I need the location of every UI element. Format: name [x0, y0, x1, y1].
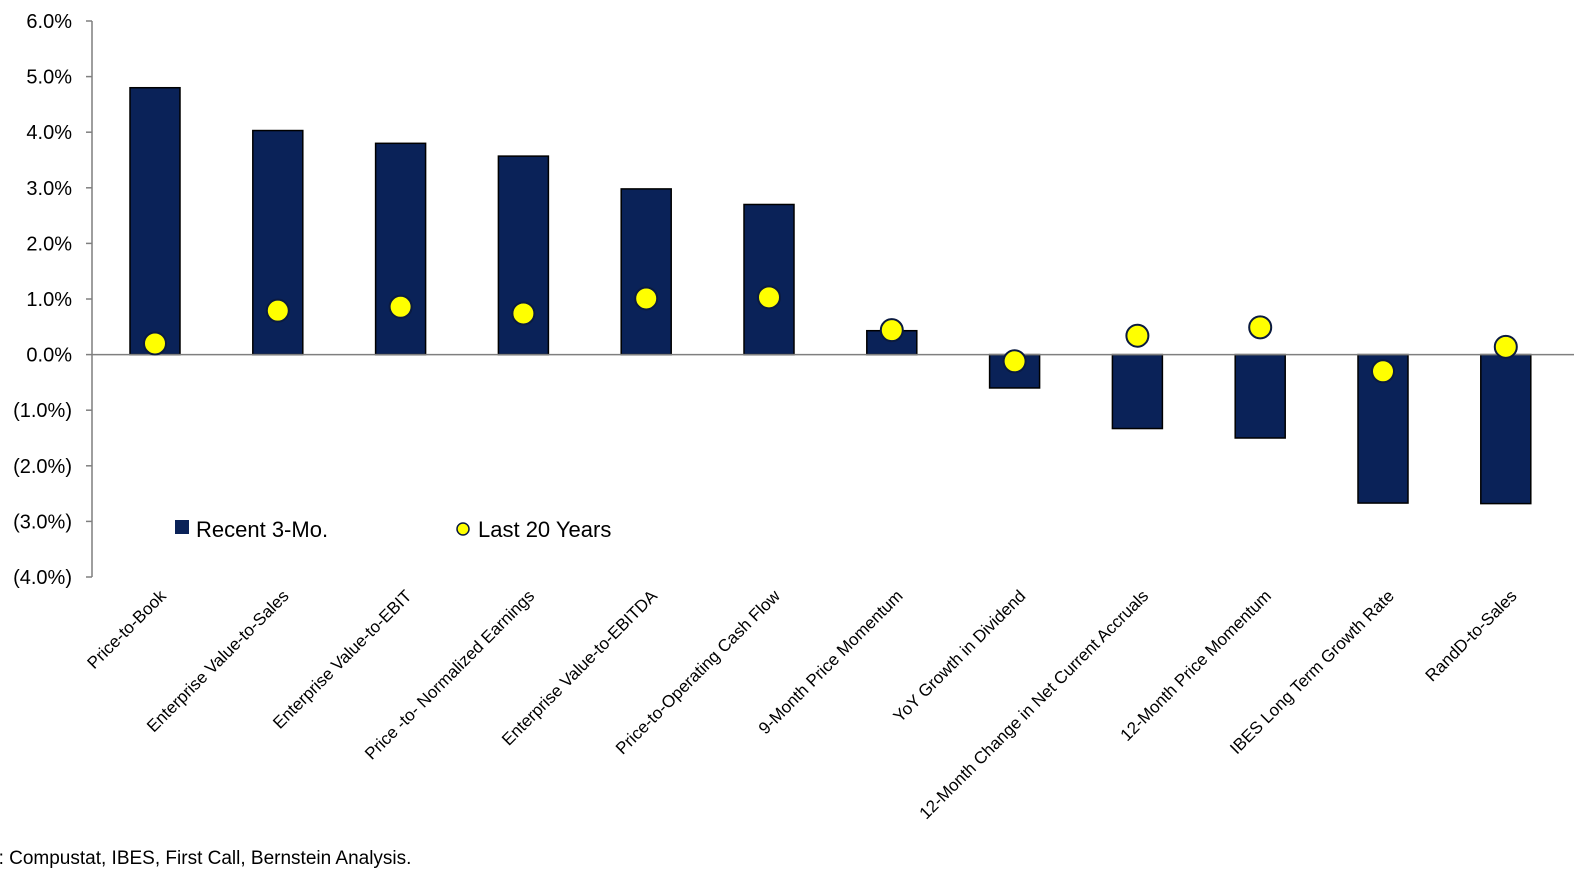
marker-point: [757, 285, 781, 310]
x-category-label: Enterprise Value-to-Sales: [143, 586, 293, 736]
bar: [1111, 353, 1164, 430]
source-note: e: Compustat, IBES, First Call, Bernstei…: [0, 848, 412, 869]
legend-swatch-recent: [175, 520, 189, 534]
marker-series: [143, 285, 1518, 384]
marker-point: [511, 301, 536, 326]
x-category-label: Price-to-Book: [84, 586, 171, 673]
y-tick-label: 2.0%: [26, 233, 72, 255]
y-tick-label: 1.0%: [26, 289, 72, 311]
marker-point: [1002, 349, 1027, 374]
y-tick-label: (3.0%): [13, 511, 72, 533]
y-tick-label: 6.0%: [26, 11, 72, 33]
x-category-label: 12-Month Change in Net Current Accruals: [916, 586, 1153, 823]
marker-point: [1125, 323, 1150, 348]
bar: [129, 86, 181, 356]
marker-point: [634, 286, 659, 311]
marker-point: [1371, 359, 1395, 384]
y-axis: 6.0% 5.0% 4.0% 3.0% 2.0% 1.0% 0.0% (1.0%) (2.0%)…: [13, 11, 93, 589]
marker-point: [879, 318, 904, 343]
bar: [620, 188, 672, 356]
legend-label-last20: Last 20 Years: [478, 517, 611, 542]
y-tick-label: (4.0%): [13, 567, 72, 589]
legend-swatch-last20: [456, 522, 470, 536]
marker-point: [1248, 315, 1273, 340]
y-tick-label: (2.0%): [13, 456, 72, 478]
marker-point: [143, 331, 167, 356]
x-category-label: 9-Month Price Momentum: [755, 586, 907, 738]
marker-point: [265, 298, 290, 323]
bar: [1480, 353, 1532, 505]
bar: [374, 142, 427, 356]
bar-series: [129, 86, 1532, 505]
y-tick-label: 4.0%: [26, 122, 72, 144]
x-category-label: Enterprise Value-to-EBIT: [269, 586, 415, 732]
x-category-label: RandD-to-Sales: [1422, 586, 1521, 685]
marker-point: [388, 294, 413, 319]
marker-point: [1493, 334, 1518, 359]
y-tick-label: (1.0%): [13, 400, 72, 422]
legend-label-recent: Recent 3-Mo.: [196, 517, 328, 542]
bar: [1234, 353, 1286, 439]
bar: [743, 203, 795, 356]
y-tick-label: 5.0%: [26, 67, 72, 89]
x-category-label: YoY Growth in Dividend: [890, 586, 1030, 726]
y-tick-label: 3.0%: [26, 178, 72, 200]
legend: Recent 3-Mo. Last 20 Years: [175, 517, 611, 542]
y-tick-label: 0.0%: [26, 345, 72, 367]
